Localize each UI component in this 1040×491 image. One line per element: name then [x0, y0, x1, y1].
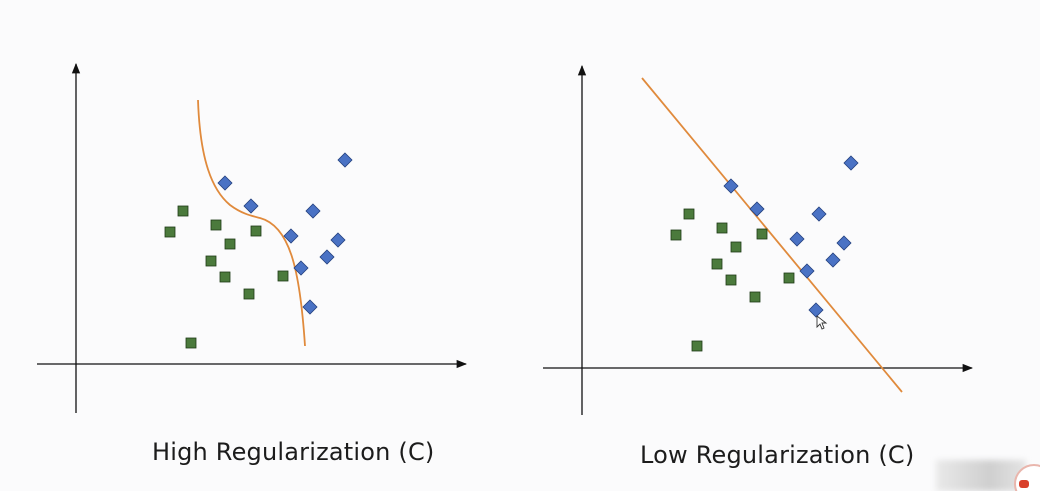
right-square-point-4	[756, 228, 768, 240]
left-square-point-9	[185, 337, 197, 349]
right-diamond-point-2	[811, 206, 827, 222]
right-decision-boundary	[641, 77, 903, 393]
right-square-point-7	[749, 291, 761, 303]
left-axes	[37, 62, 468, 413]
left-diamond-point-1	[243, 198, 259, 214]
right-diamond-point-8	[808, 302, 824, 318]
left-square-point-2	[210, 219, 222, 231]
left-square-point-6	[219, 271, 231, 283]
right-diamond-point-3	[843, 155, 859, 171]
channel-logo-mark	[1019, 480, 1029, 488]
right-square-point-9	[691, 340, 703, 352]
left-diamond-point-5	[330, 232, 346, 248]
right-square-point-5	[711, 258, 723, 270]
right-square-point-2	[716, 222, 728, 234]
left-square-point-5	[205, 255, 217, 267]
right-diamond-point-5	[836, 235, 852, 251]
left-square-point-0	[177, 205, 189, 217]
right-diamond-point-1	[749, 201, 765, 217]
left-diamond-point-2	[305, 203, 321, 219]
right-diamond-point-6	[825, 252, 841, 268]
right-points	[670, 155, 859, 352]
right-diamond-point-7	[799, 263, 815, 279]
video-overlay-blur	[936, 460, 1026, 491]
left-square-point-4	[250, 225, 262, 237]
cursor-icon	[816, 315, 828, 330]
right-square-point-3	[730, 241, 742, 253]
left-diamond-point-7	[293, 260, 309, 276]
right-caption: Low Regularization (C)	[640, 441, 915, 469]
right-square-point-6	[725, 274, 737, 286]
left-diamond-point-4	[283, 228, 299, 244]
right-square-point-0	[683, 208, 695, 220]
left-diamond-point-6	[319, 249, 335, 265]
left-square-point-7	[243, 288, 255, 300]
left-diamond-point-0	[217, 175, 233, 191]
right-axes	[543, 64, 974, 415]
left-diamond-point-8	[302, 299, 318, 315]
right-square-point-8	[783, 272, 795, 284]
left-square-point-1	[164, 226, 176, 238]
right-diamond-point-4	[789, 231, 805, 247]
left-points	[164, 152, 353, 349]
left-square-point-3	[224, 238, 236, 250]
right-diamond-point-0	[723, 178, 739, 194]
left-square-point-8	[277, 270, 289, 282]
left-diamond-point-3	[337, 152, 353, 168]
right-square-point-1	[670, 229, 682, 241]
left-caption: High Regularization (C)	[152, 438, 435, 466]
